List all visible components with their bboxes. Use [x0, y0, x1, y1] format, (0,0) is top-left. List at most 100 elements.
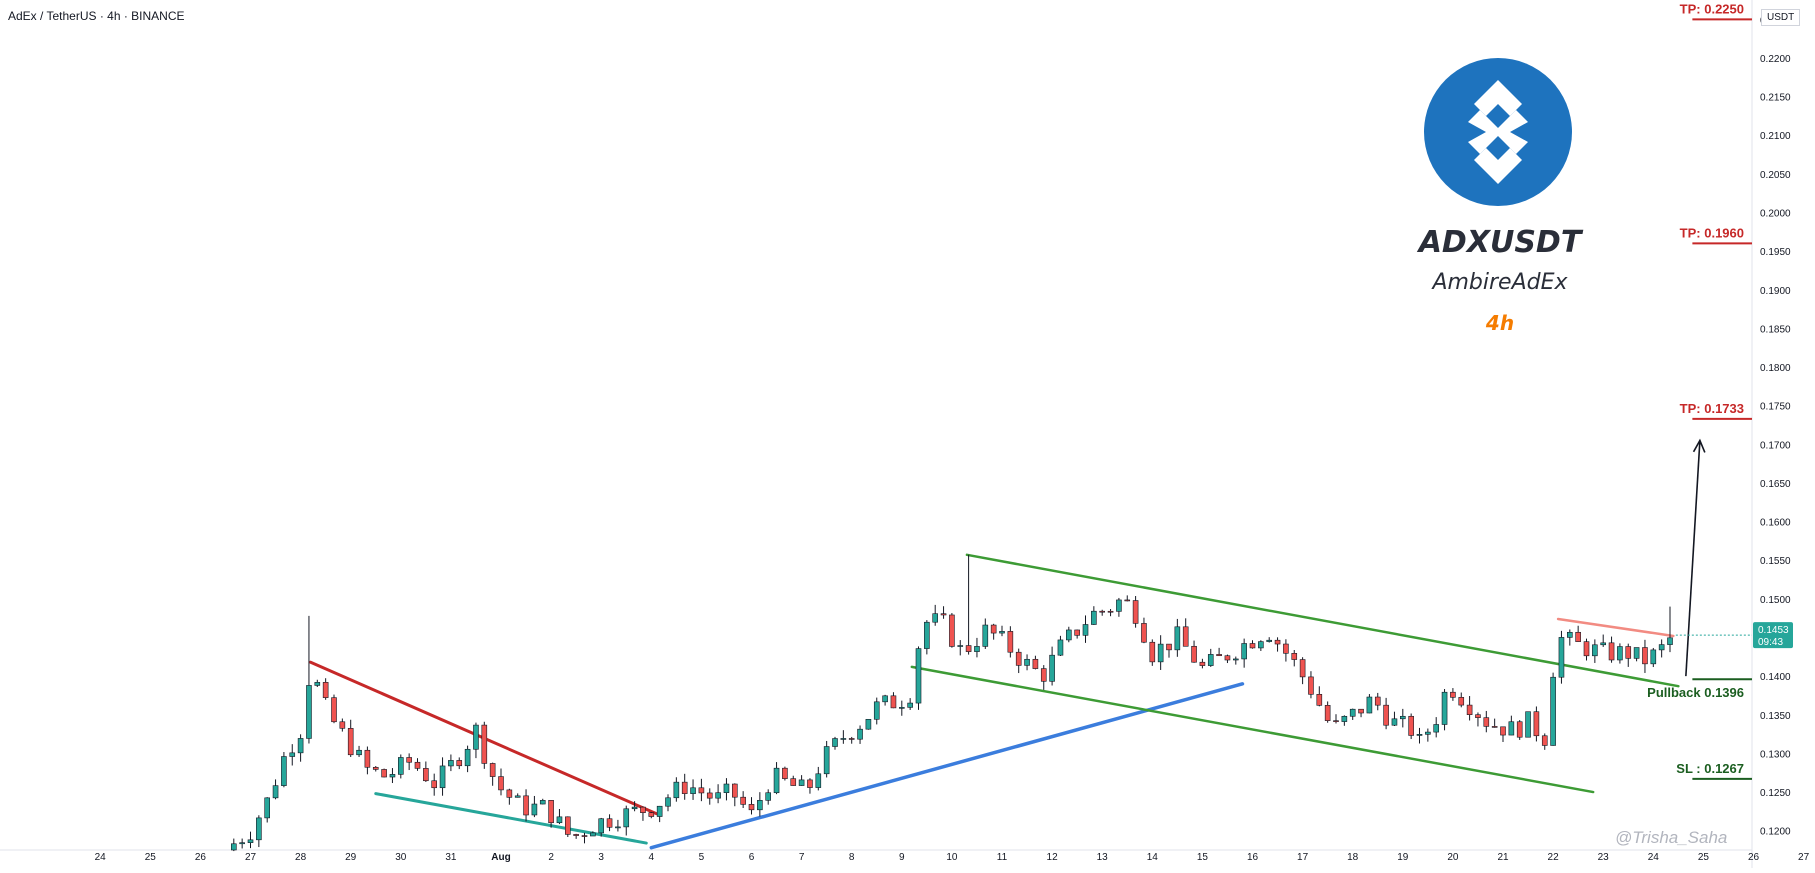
candle-bear — [782, 767, 788, 779]
x-tick-label: Aug — [491, 852, 510, 863]
candle-bull — [924, 621, 930, 649]
symbol-title[interactable]: AdEx / TetherUS · 4h · BINANCE — [8, 9, 185, 23]
y-tick-label: 0.1900 — [1760, 286, 1791, 297]
candle-bear — [648, 812, 655, 817]
candle-bear — [1491, 726, 1498, 728]
candle-bear — [1625, 646, 1632, 659]
candle-bull — [1441, 691, 1448, 725]
candle-bear — [1324, 705, 1331, 721]
candle-bull — [356, 749, 362, 756]
x-tick-label: 12 — [1047, 852, 1059, 863]
candle-bull — [840, 738, 847, 740]
candle-bull — [1241, 643, 1247, 660]
candle-bull — [539, 800, 546, 805]
candle-bull — [899, 707, 905, 709]
candle-bull — [514, 795, 521, 798]
candle-bear — [940, 613, 947, 616]
candle-bear — [456, 760, 463, 767]
candle-bull — [1558, 637, 1565, 678]
x-tick-label: 27 — [245, 852, 257, 863]
logo-mark — [1468, 80, 1528, 184]
x-tick-label: 29 — [345, 852, 357, 863]
candle-bear — [347, 728, 354, 756]
candle-bear — [364, 749, 371, 768]
candle-bull — [1667, 637, 1673, 645]
candle-bear — [1450, 691, 1456, 698]
candle-bear — [807, 779, 813, 788]
y-tick-label: 0.1250 — [1760, 788, 1791, 799]
currency-label[interactable]: USDT — [1761, 9, 1801, 26]
candle-bull — [556, 816, 563, 824]
x-tick-label: 16 — [1247, 852, 1259, 863]
x-tick-label: 27 — [1798, 852, 1810, 863]
candle-bear — [1500, 726, 1506, 736]
y-tick-label: 0.1500 — [1760, 595, 1791, 606]
candle-bear — [681, 781, 688, 794]
candle-bear — [1015, 651, 1022, 666]
candle-bull — [1049, 654, 1055, 682]
candle-bear — [1408, 715, 1414, 736]
x-tick-label: 15 — [1197, 852, 1209, 863]
x-tick-label: 14 — [1147, 852, 1159, 863]
candle-bull — [1157, 643, 1164, 663]
candle-bull — [1057, 639, 1064, 656]
x-tick-label: 10 — [946, 852, 958, 863]
candle-bear — [372, 766, 379, 770]
candle-bull — [398, 757, 404, 775]
candle-bull — [815, 773, 822, 788]
candle-bull — [1416, 734, 1423, 736]
candle-bear — [1291, 653, 1298, 660]
candle-bull — [1400, 715, 1406, 720]
candle-bull — [798, 779, 805, 786]
x-tick-label: 24 — [95, 852, 107, 863]
candle-bull — [473, 724, 479, 750]
x-tick-label: 11 — [997, 852, 1008, 863]
candle-bear — [1224, 655, 1231, 661]
candle-bull — [306, 685, 312, 739]
candle-bull — [656, 805, 663, 817]
candle-bear — [1358, 708, 1364, 714]
candle-bull — [531, 803, 538, 816]
adex-logo-icon — [1424, 58, 1572, 206]
candle-bull — [590, 832, 596, 837]
candle-bear — [1583, 641, 1590, 657]
candle-bear — [423, 768, 429, 782]
x-tick-label: 23 — [1598, 852, 1610, 863]
x-tick-label: 24 — [1648, 852, 1660, 863]
candle-bear — [1149, 641, 1156, 663]
y-axis-ticks: 0.22500.22000.21500.21000.20500.20000.19… — [1760, 15, 1791, 837]
candle-bull — [264, 797, 271, 819]
candle-bear — [1316, 694, 1323, 706]
candle-bull — [823, 746, 830, 775]
candle-bear — [573, 834, 579, 836]
candle-bull — [231, 843, 237, 851]
candle-bear — [990, 624, 997, 634]
candle-bear — [1475, 714, 1481, 718]
candle-bull — [281, 756, 287, 786]
candle-bull — [1341, 715, 1348, 722]
y-tick-label: 0.1650 — [1760, 479, 1791, 490]
candle-bear — [523, 795, 529, 816]
candle-bull — [723, 783, 730, 793]
candle-bull — [974, 646, 980, 652]
candle-bull — [1567, 631, 1573, 638]
resistance-line — [1556, 617, 1675, 638]
candle-bear — [640, 806, 646, 813]
author-watermark: @Trisha_Saha — [1615, 828, 1728, 847]
candle-bull — [1658, 644, 1665, 651]
candle-bull — [1391, 718, 1398, 726]
candle-bull — [1508, 721, 1515, 736]
candle-bull — [239, 842, 245, 845]
candle-bear — [1274, 639, 1281, 645]
candle-bull — [1650, 649, 1657, 665]
candle-bull — [957, 645, 964, 647]
x-tick-label: 30 — [395, 852, 407, 863]
candle-bear — [498, 776, 504, 791]
blue-trendline — [649, 682, 1245, 850]
candle-bear — [481, 724, 488, 764]
candle-bull — [1258, 641, 1264, 649]
candle-bull — [1233, 658, 1239, 661]
x-tick-label: 25 — [1698, 852, 1710, 863]
